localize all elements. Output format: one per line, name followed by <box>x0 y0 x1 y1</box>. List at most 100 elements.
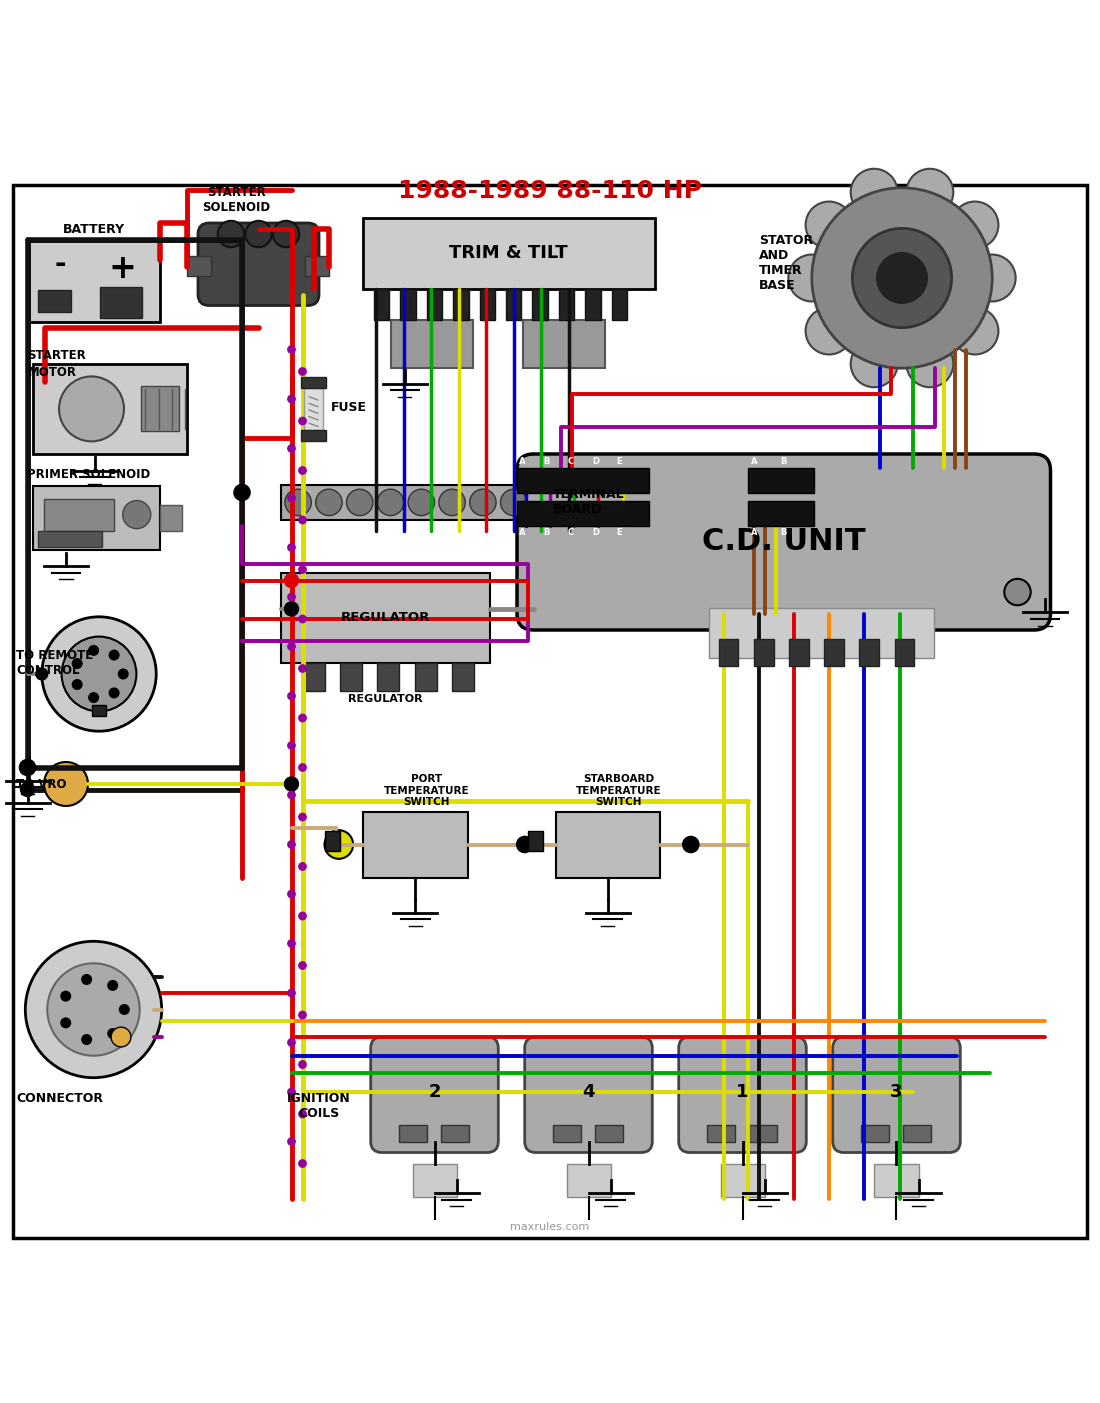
Text: REGULATOR: REGULATOR <box>340 612 430 624</box>
FancyBboxPatch shape <box>452 664 474 690</box>
FancyBboxPatch shape <box>44 498 113 530</box>
Circle shape <box>287 643 296 651</box>
Text: 3: 3 <box>890 1083 903 1101</box>
Circle shape <box>298 714 307 723</box>
Text: D: D <box>592 457 598 466</box>
Circle shape <box>111 1027 131 1047</box>
Circle shape <box>298 961 307 969</box>
Circle shape <box>298 1010 307 1020</box>
Text: E: E <box>616 457 622 466</box>
Circle shape <box>287 989 296 998</box>
Circle shape <box>298 1061 307 1069</box>
Circle shape <box>72 658 82 669</box>
FancyBboxPatch shape <box>528 832 543 852</box>
Circle shape <box>285 490 311 515</box>
Circle shape <box>682 836 700 853</box>
FancyBboxPatch shape <box>525 1037 652 1152</box>
Circle shape <box>324 831 353 859</box>
FancyBboxPatch shape <box>566 1163 610 1197</box>
Text: STARBOARD
TEMPERATURE
SWITCH: STARBOARD TEMPERATURE SWITCH <box>576 774 661 807</box>
Circle shape <box>952 202 999 248</box>
FancyBboxPatch shape <box>585 289 601 320</box>
Text: A: A <box>519 528 526 537</box>
Circle shape <box>20 781 35 797</box>
FancyBboxPatch shape <box>187 255 211 276</box>
FancyBboxPatch shape <box>427 289 442 320</box>
Text: STATOR
AND
TIMER
BASE: STATOR AND TIMER BASE <box>759 234 813 292</box>
FancyBboxPatch shape <box>749 1125 777 1142</box>
Circle shape <box>298 1159 307 1167</box>
Circle shape <box>877 253 927 303</box>
Circle shape <box>107 1028 118 1040</box>
Circle shape <box>123 501 151 529</box>
Circle shape <box>109 650 120 661</box>
Circle shape <box>408 490 435 515</box>
Circle shape <box>245 220 272 247</box>
FancyBboxPatch shape <box>363 811 468 877</box>
FancyBboxPatch shape <box>748 501 814 526</box>
FancyBboxPatch shape <box>861 1125 889 1142</box>
Text: A: A <box>751 457 758 466</box>
Circle shape <box>969 254 1015 302</box>
Circle shape <box>287 1038 296 1047</box>
FancyBboxPatch shape <box>789 638 808 666</box>
Circle shape <box>298 565 307 574</box>
Circle shape <box>287 345 296 354</box>
Circle shape <box>119 1005 130 1014</box>
Circle shape <box>298 664 307 673</box>
Circle shape <box>952 307 999 355</box>
FancyBboxPatch shape <box>280 485 544 521</box>
FancyBboxPatch shape <box>679 1037 806 1152</box>
Circle shape <box>850 341 898 387</box>
FancyBboxPatch shape <box>304 389 323 429</box>
Text: E: E <box>616 528 622 537</box>
Text: PORT
TEMPERATURE
SWITCH: PORT TEMPERATURE SWITCH <box>384 774 469 807</box>
Circle shape <box>287 592 296 602</box>
Circle shape <box>284 600 299 616</box>
FancyBboxPatch shape <box>301 429 326 441</box>
Circle shape <box>81 1034 92 1045</box>
FancyBboxPatch shape <box>894 638 914 666</box>
FancyBboxPatch shape <box>718 638 738 666</box>
Circle shape <box>233 484 251 501</box>
Circle shape <box>298 861 307 871</box>
FancyBboxPatch shape <box>441 1125 469 1142</box>
Circle shape <box>284 776 299 791</box>
Circle shape <box>88 645 99 657</box>
FancyBboxPatch shape <box>517 469 649 492</box>
Text: FUSE: FUSE <box>331 401 367 414</box>
FancyBboxPatch shape <box>532 289 548 320</box>
Circle shape <box>59 376 124 442</box>
Circle shape <box>287 543 296 551</box>
Text: REGULATOR: REGULATOR <box>348 694 422 704</box>
Circle shape <box>287 939 296 948</box>
FancyBboxPatch shape <box>374 289 389 320</box>
Circle shape <box>47 964 140 1055</box>
Circle shape <box>287 445 296 453</box>
Circle shape <box>377 490 404 515</box>
Circle shape <box>287 741 296 749</box>
Circle shape <box>35 668 48 680</box>
Circle shape <box>62 637 136 711</box>
Circle shape <box>284 572 299 588</box>
FancyBboxPatch shape <box>39 290 72 311</box>
FancyBboxPatch shape <box>859 638 879 666</box>
FancyBboxPatch shape <box>340 664 362 690</box>
FancyBboxPatch shape <box>390 320 473 368</box>
FancyBboxPatch shape <box>517 501 649 526</box>
FancyBboxPatch shape <box>28 240 160 323</box>
FancyBboxPatch shape <box>324 832 340 852</box>
Text: 2: 2 <box>428 1083 441 1101</box>
Circle shape <box>60 991 72 1002</box>
Circle shape <box>805 202 852 248</box>
Circle shape <box>19 759 36 776</box>
FancyBboxPatch shape <box>506 289 521 320</box>
Circle shape <box>298 912 307 920</box>
Circle shape <box>287 494 296 502</box>
FancyBboxPatch shape <box>708 607 934 658</box>
Circle shape <box>287 394 296 404</box>
Circle shape <box>109 687 120 699</box>
FancyBboxPatch shape <box>160 505 182 530</box>
Circle shape <box>118 668 129 679</box>
FancyBboxPatch shape <box>553 1125 581 1142</box>
